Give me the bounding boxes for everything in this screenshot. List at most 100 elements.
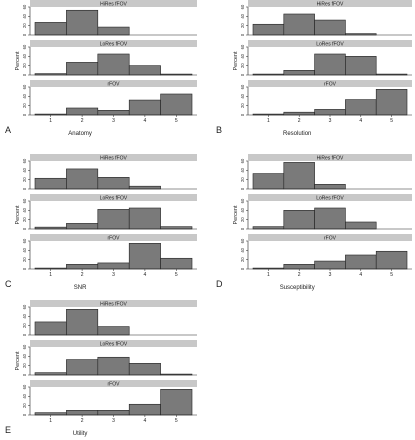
panel-rfov: rFOV 0 20 40 60 1 2 3 4 5 — [240, 234, 412, 278]
x-tick-label: 5 — [390, 272, 393, 278]
bar — [66, 9, 99, 36]
y-tick-label: 20 — [240, 217, 245, 222]
panel-strip — [248, 0, 412, 7]
x-tick-label: 1 — [267, 272, 270, 278]
panel-hires-ffov: HiRes fFOV 0 20 40 60 — [22, 0, 197, 36]
y-tick-label: 20 — [22, 403, 27, 408]
bar — [375, 89, 408, 116]
panel-strip-label: rFOV — [108, 382, 121, 388]
x-tick-label: 3 — [329, 118, 332, 124]
y-tick-label: 0 — [22, 413, 27, 416]
bar — [97, 410, 130, 416]
panel-hires-ffov: HiRes fFOV 0 20 40 60 — [240, 0, 412, 36]
y-tick-label: 40 — [240, 13, 245, 18]
y-tick-label: 40 — [22, 13, 27, 18]
bar — [314, 109, 346, 116]
y-tick-label: 60 — [22, 84, 27, 89]
panel-letter: C — [5, 279, 12, 289]
bar — [97, 262, 130, 270]
x-tick-label: 4 — [359, 118, 362, 124]
y-tick-label: 40 — [240, 53, 245, 58]
bar — [314, 184, 346, 190]
panel-strip — [30, 0, 197, 7]
bar — [97, 356, 130, 376]
y-axis-title: Percent — [15, 51, 21, 70]
panel-letter: D — [216, 279, 223, 289]
y-tick-label: 60 — [22, 158, 27, 163]
panel-strip — [248, 234, 412, 241]
y-tick-label: 40 — [22, 167, 27, 172]
y-tick-label: 60 — [22, 44, 27, 49]
y-tick-label: 60 — [240, 4, 245, 9]
x-tick-label: 3 — [329, 272, 332, 278]
bar — [283, 264, 315, 270]
bar — [314, 19, 346, 36]
bar — [128, 207, 161, 230]
x-tick-label: 2 — [298, 118, 301, 124]
bar — [97, 26, 130, 36]
bar — [160, 93, 193, 116]
panel-strip — [30, 234, 197, 241]
y-tick-label: 40 — [22, 393, 27, 398]
y-tick-label: 60 — [22, 238, 27, 243]
panel-strip — [248, 154, 412, 161]
y-tick-label: 40 — [22, 247, 27, 252]
bar — [97, 53, 130, 76]
y-tick-label: 20 — [22, 323, 27, 328]
panel-strip-label: LoRes fFOV — [316, 42, 344, 48]
panel-strip-label: LoRes fFOV — [100, 42, 128, 48]
bar — [345, 99, 377, 116]
y-tick-label: 40 — [240, 167, 245, 172]
panel-strip — [30, 380, 197, 387]
bar — [314, 53, 346, 76]
y-tick-label: 0 — [240, 113, 245, 116]
bar — [66, 107, 99, 116]
panel-letter: A — [5, 125, 11, 135]
panel-strip — [248, 194, 412, 201]
x-axis-title: Resolution — [283, 131, 311, 137]
bar — [345, 221, 377, 230]
y-tick-label: 60 — [22, 304, 27, 309]
y-tick-label: 60 — [240, 198, 245, 203]
bar — [128, 363, 161, 376]
panel-hires-ffov: HiRes fFOV 0 20 40 60 — [22, 300, 197, 336]
x-tick-label: 5 — [390, 118, 393, 124]
panel-strip — [30, 154, 197, 161]
panel-strip-label: rFOV — [324, 236, 337, 242]
y-tick-label: 40 — [240, 207, 245, 212]
y-tick-label: 0 — [22, 333, 27, 336]
x-tick-label: 5 — [175, 418, 178, 424]
y-tick-label: 40 — [22, 313, 27, 318]
panel-rfov: rFOV 0 20 40 60 1 2 3 4 5 — [22, 234, 197, 278]
panel-strip-label: rFOV — [108, 236, 121, 242]
bar — [34, 321, 67, 336]
y-tick-label: 40 — [240, 93, 245, 98]
y-tick-label: 40 — [240, 247, 245, 252]
bar — [34, 412, 67, 416]
y-tick-label: 20 — [240, 23, 245, 28]
y-axis-title: Percent — [15, 205, 21, 224]
y-axis-title: Percent — [15, 351, 21, 370]
y-tick-label: 20 — [240, 63, 245, 68]
x-tick-label: 1 — [267, 118, 270, 124]
y-tick-label: 20 — [22, 63, 27, 68]
panel-strip — [30, 80, 197, 87]
panel-strip-label: LoRes fFOV — [100, 196, 128, 202]
panel-strip — [248, 80, 412, 87]
x-tick-label: 2 — [81, 418, 84, 424]
y-tick-label: 60 — [240, 158, 245, 163]
bar — [128, 99, 161, 116]
x-tick-label: 2 — [298, 272, 301, 278]
panel-rfov: rFOV 0 20 40 60 1 2 3 4 5 — [22, 80, 197, 124]
panel-rfov: rFOV 0 20 40 60 1 2 3 4 5 — [240, 80, 412, 124]
x-tick-label: 1 — [49, 272, 52, 278]
panel-hires-ffov: HiRes fFOV 0 20 40 60 — [22, 154, 197, 190]
x-tick-label: 3 — [112, 418, 115, 424]
panel-strip — [30, 194, 197, 201]
x-tick-label: 1 — [49, 118, 52, 124]
y-tick-label: 0 — [22, 187, 27, 190]
